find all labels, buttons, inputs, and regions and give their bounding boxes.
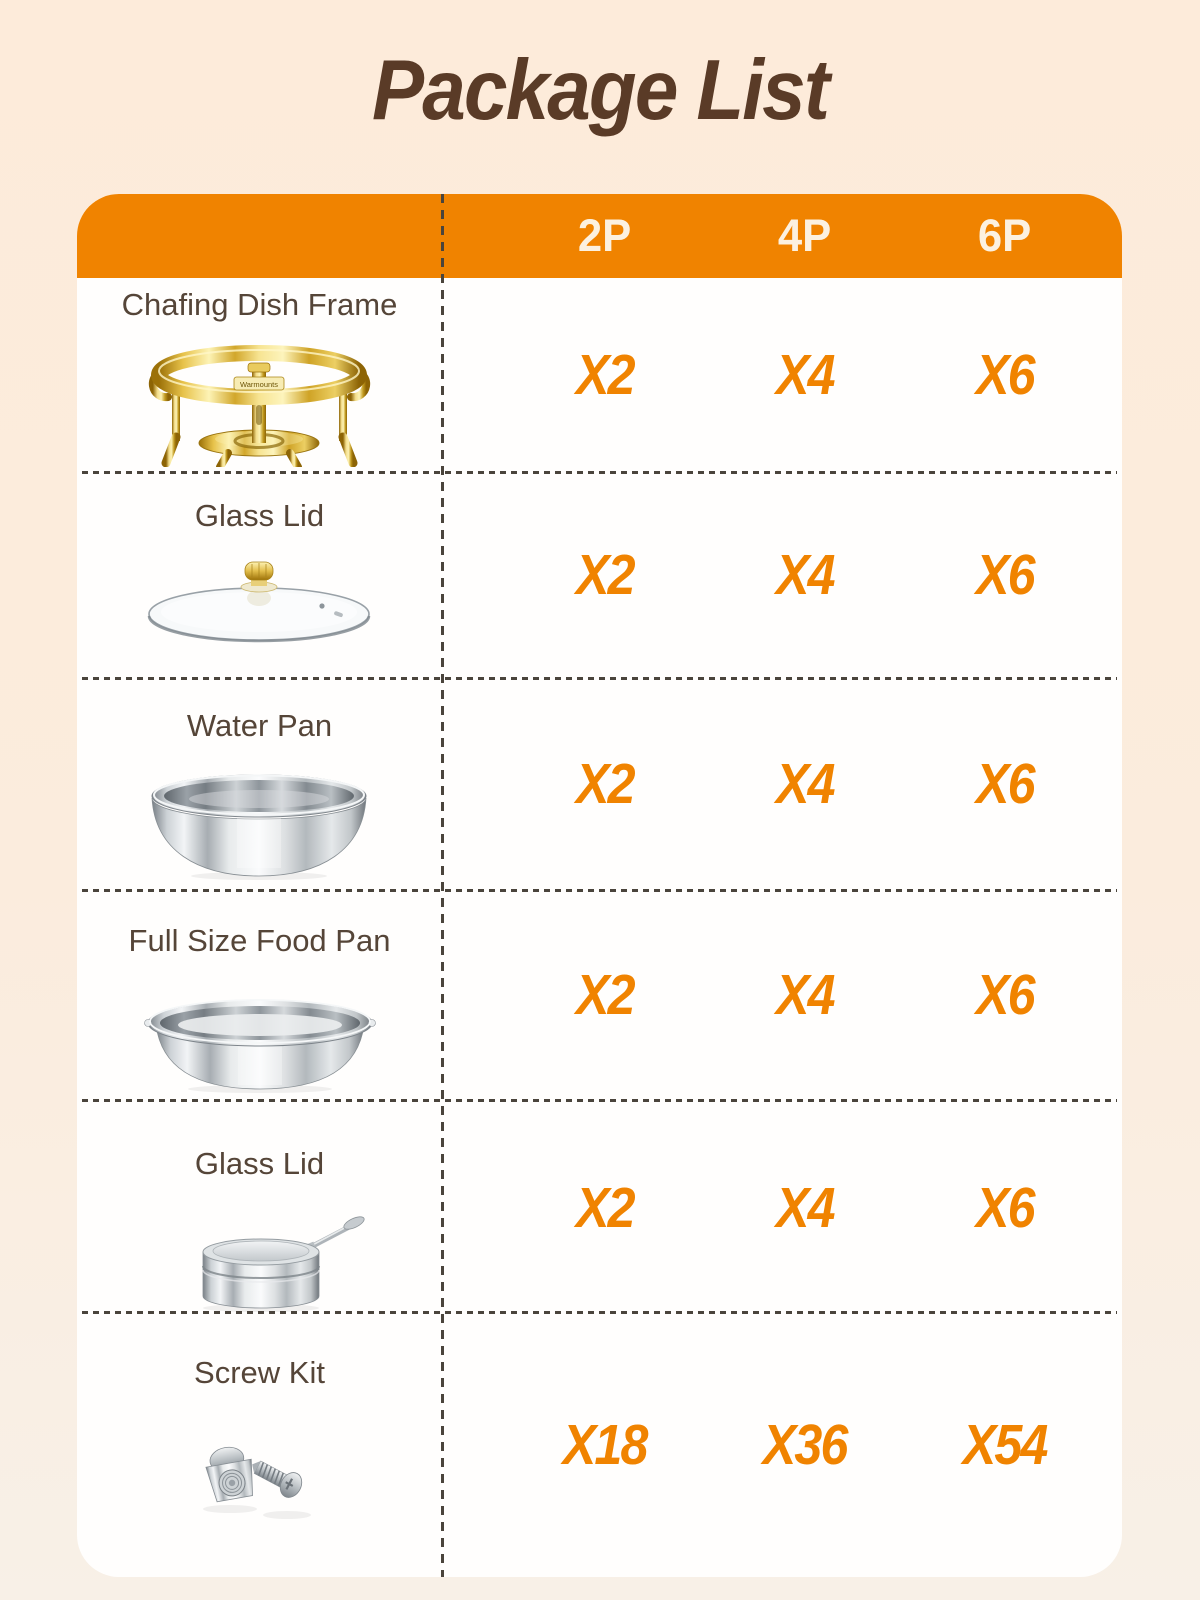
quantity-value: X6 xyxy=(976,752,1036,816)
quantity-value: X6 xyxy=(976,963,1036,1027)
column-divider xyxy=(441,194,444,1577)
table-row: Glass Lid xyxy=(77,1100,1122,1312)
quantity-value: X54 xyxy=(963,1412,1049,1477)
product-cell: Glass Lid xyxy=(77,1100,442,1315)
quantity-cell: X2 X4 X6 xyxy=(442,678,1122,890)
product-name: Chafing Dish Frame xyxy=(121,287,398,322)
quantity-cell: X2 X4 X6 xyxy=(442,278,1122,472)
quantity-cell: X18 X36 X54 xyxy=(442,1312,1122,1577)
table-row: Water Pan xyxy=(77,678,1122,890)
product-cell: Screw Kit xyxy=(77,1312,442,1577)
fuel-holder-image xyxy=(201,1216,365,1312)
quantity-value: X36 xyxy=(763,1412,849,1477)
quantity-value: X4 xyxy=(776,543,836,607)
product-cell: Full Size Food Pan xyxy=(77,890,442,1100)
row-divider xyxy=(82,471,1117,474)
quantity-value: X4 xyxy=(776,963,836,1027)
column-header-2p: 2P xyxy=(578,210,632,261)
quantity-cell: X2 X4 X6 xyxy=(442,1100,1122,1315)
quantity-value: X4 xyxy=(776,343,836,407)
row-divider xyxy=(82,1311,1117,1314)
table-row: Full Size Food Pan X2 X4 X6 xyxy=(77,890,1122,1100)
brand-mark-text: Warmounts xyxy=(240,380,278,389)
screw-kit-image xyxy=(202,1446,311,1519)
quantity-value: X2 xyxy=(576,343,636,407)
product-cell: Glass Lid xyxy=(77,472,442,678)
chafing-dish-frame-image: Warmounts xyxy=(148,345,371,467)
row-divider xyxy=(82,1099,1117,1102)
table-header-row: 2P 4P 6P xyxy=(77,194,1122,278)
header-columns: 2P 4P 6P xyxy=(442,194,1122,278)
package-list-table: 2P 4P 6P Chafing Dish Frame xyxy=(77,194,1122,1577)
page-title: Package List xyxy=(371,43,830,138)
glass-lid-image xyxy=(147,561,371,643)
row-divider xyxy=(82,677,1117,680)
quantity-value: X2 xyxy=(576,543,636,607)
quantity-value: X2 xyxy=(576,963,636,1027)
quantity-value: X6 xyxy=(976,1175,1036,1240)
product-name: Full Size Food Pan xyxy=(128,923,391,958)
product-name: Water Pan xyxy=(186,708,333,743)
product-name: Glass Lid xyxy=(194,1146,325,1181)
column-header-4p: 4P xyxy=(778,210,832,261)
quantity-value: X4 xyxy=(776,1175,836,1240)
product-cell: Chafing Dish Frame xyxy=(77,278,442,472)
header-product-cell xyxy=(77,194,442,278)
product-cell: Water Pan xyxy=(77,678,442,890)
product-name: Glass Lid xyxy=(194,498,325,533)
food-pan-image xyxy=(143,999,376,1093)
column-header-6p: 6P xyxy=(978,210,1032,261)
table-row: Chafing Dish Frame xyxy=(77,278,1122,472)
table-row: Screw Kit xyxy=(77,1312,1122,1577)
product-name: Screw Kit xyxy=(194,1355,325,1390)
quantity-cell: X2 X4 X6 xyxy=(442,472,1122,678)
table-row: Glass Lid xyxy=(77,472,1122,678)
water-pan-image xyxy=(151,774,367,880)
quantity-value: X6 xyxy=(976,343,1036,407)
quantity-cell: X2 X4 X6 xyxy=(442,890,1122,1100)
row-divider xyxy=(82,889,1117,892)
quantity-value: X2 xyxy=(576,1175,636,1240)
quantity-value: X18 xyxy=(563,1412,649,1477)
quantity-value: X2 xyxy=(576,752,636,816)
quantity-value: X4 xyxy=(776,752,836,816)
quantity-value: X6 xyxy=(976,543,1036,607)
